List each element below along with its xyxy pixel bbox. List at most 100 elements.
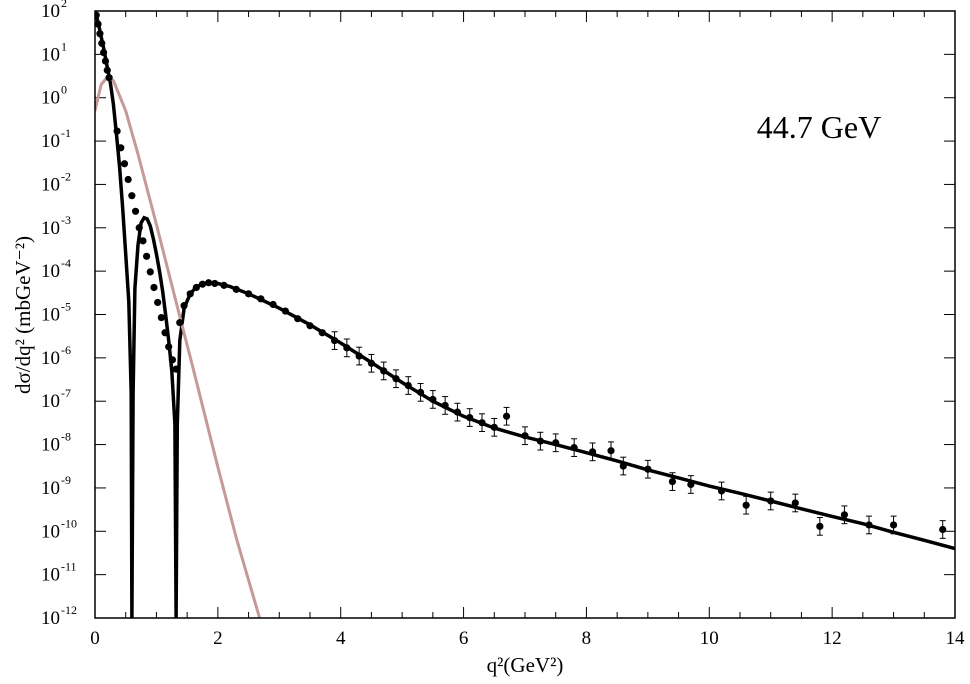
data-point xyxy=(257,295,265,303)
data-point xyxy=(840,511,849,519)
data-point xyxy=(96,30,104,38)
data-point xyxy=(95,20,102,28)
y-axis-label: dσ/dq² (mbGeV⁻²) xyxy=(11,236,35,394)
x-tick-label: 8 xyxy=(582,628,592,649)
y-tick-label: 10 xyxy=(41,521,60,542)
x-tick-label: 6 xyxy=(459,628,469,649)
data-point xyxy=(176,319,184,327)
y-tick-exponent: -5 xyxy=(61,300,71,314)
data-point xyxy=(135,224,143,232)
data-point xyxy=(157,313,165,322)
data-point xyxy=(113,127,121,135)
data-point xyxy=(281,307,290,315)
data-point xyxy=(103,66,111,74)
data-point xyxy=(100,48,108,57)
data-point xyxy=(343,344,351,352)
x-tick-label: 0 xyxy=(90,628,100,649)
data-point xyxy=(192,283,200,292)
y-tick-exponent: -10 xyxy=(61,516,77,530)
x-axis-label: q²(GeV²) xyxy=(487,653,564,677)
y-tick-exponent: 2 xyxy=(61,0,67,10)
data-point xyxy=(105,74,113,82)
data-point xyxy=(453,408,462,416)
data-point xyxy=(143,252,151,260)
data-point xyxy=(570,444,578,452)
data-point xyxy=(607,447,615,455)
y-tick-label: 10 xyxy=(41,348,60,369)
y-tick-exponent: -2 xyxy=(61,169,71,183)
data-point xyxy=(687,480,695,489)
data-point xyxy=(294,315,302,323)
data-point xyxy=(404,381,412,390)
data-point xyxy=(220,281,228,289)
plot-frame xyxy=(94,10,956,619)
data-point xyxy=(441,401,449,410)
data-point xyxy=(330,337,339,345)
data-point xyxy=(120,160,129,168)
y-tick-label: 10 xyxy=(41,565,60,586)
y-tick-label: 10 xyxy=(41,435,60,456)
y-tick-exponent: -12 xyxy=(61,603,77,617)
data-point xyxy=(367,359,376,367)
y-tick-exponent: -4 xyxy=(61,256,71,270)
x-tick-labels: 0 2 4 6 8 10 12 14 xyxy=(90,628,965,649)
data-point xyxy=(536,437,544,445)
y-tick-label: 10 xyxy=(41,608,60,629)
data-point xyxy=(318,329,326,337)
y-tick-exponent: 0 xyxy=(61,83,67,97)
y-tick-label: 10 xyxy=(41,1,60,22)
data-point xyxy=(502,412,511,420)
data-point xyxy=(211,279,219,288)
y-tick-label: 10 xyxy=(41,305,60,326)
y-tick-exponent: -11 xyxy=(61,560,77,574)
y-tick-exponent: 1 xyxy=(61,39,67,53)
y-tick-exponent: -7 xyxy=(61,386,71,400)
x-tick-label: 12 xyxy=(823,628,842,649)
x-tick-label: 4 xyxy=(336,628,346,649)
data-point xyxy=(205,279,213,287)
data-point xyxy=(742,501,750,509)
data-point xyxy=(767,497,775,505)
y-tick-exponent: -3 xyxy=(61,213,71,227)
data-point xyxy=(98,39,106,47)
data-point xyxy=(717,487,726,495)
y-tick-label: 10 xyxy=(41,174,60,195)
data-point xyxy=(490,423,498,431)
data-point xyxy=(466,413,474,422)
data-point xyxy=(521,432,529,440)
data-point xyxy=(150,283,158,292)
data-point xyxy=(168,356,176,364)
data-point xyxy=(128,192,136,200)
y-tick-label: 10 xyxy=(41,261,60,282)
data-point xyxy=(865,521,873,529)
x-tick-label: 10 xyxy=(700,628,719,649)
y-tick-label: 10 xyxy=(41,88,60,109)
y-tick-label: 10 xyxy=(41,478,60,499)
data-point xyxy=(154,298,162,307)
data-point xyxy=(306,322,314,330)
data-point xyxy=(131,207,140,215)
data-point xyxy=(791,499,799,507)
data-point xyxy=(139,237,147,245)
energy-annotation: 44.7 GeV xyxy=(757,109,881,145)
data-point xyxy=(186,290,194,298)
data-points xyxy=(95,11,947,539)
y-tick-label: 10 xyxy=(41,131,60,152)
data-point xyxy=(101,57,110,65)
data-point xyxy=(269,300,277,309)
data-point xyxy=(816,522,824,530)
y-tick-label: 10 xyxy=(41,391,60,412)
data-point xyxy=(619,462,627,470)
data-point xyxy=(244,290,253,298)
data-point xyxy=(380,367,388,375)
data-point xyxy=(95,11,100,19)
data-point xyxy=(392,375,400,383)
data-point xyxy=(124,175,132,184)
data-point xyxy=(588,448,597,456)
data-point xyxy=(416,388,425,396)
y-tick-label: 10 xyxy=(41,218,60,239)
data-point xyxy=(429,395,437,404)
data-point xyxy=(552,439,560,447)
